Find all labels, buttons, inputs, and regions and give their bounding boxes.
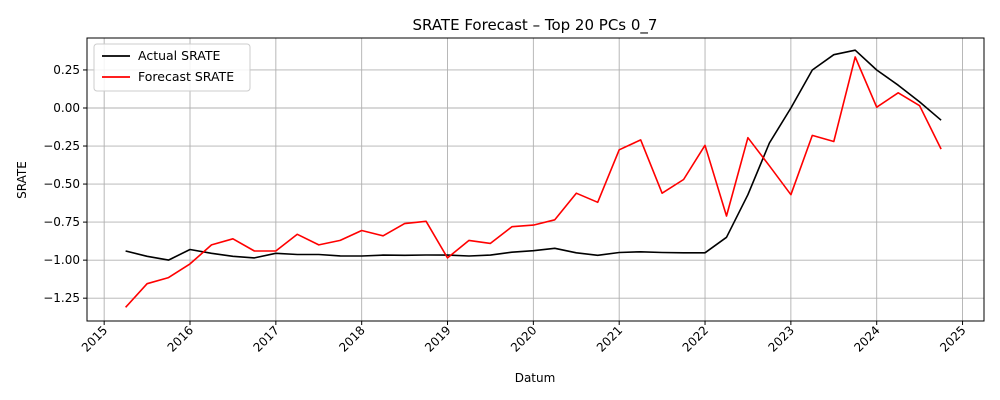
plot-frame (86, 37, 985, 322)
legend-label-actual: Actual SRATE (138, 48, 220, 63)
y-tick-label: 0.25 (53, 63, 80, 77)
y-axis-label: SRATE (15, 161, 29, 199)
chart-title: SRATE Forecast – Top 20 PCs 0_7 (413, 16, 658, 35)
y-tick-label: −0.50 (43, 177, 80, 191)
legend-label-forecast: Forecast SRATE (138, 69, 234, 84)
legend-box (93, 43, 251, 92)
y-tick-label: 0.00 (53, 101, 80, 115)
y-tick-label: −0.75 (43, 215, 80, 229)
y-tick-label: −1.25 (43, 291, 80, 305)
y-tick-label: −0.25 (43, 139, 80, 153)
x-axis-label: Datum (515, 371, 556, 385)
series-line-actual (125, 49, 942, 261)
y-tick-label: −1.00 (43, 253, 80, 267)
legend: Actual SRATE Forecast SRATE (93, 43, 251, 92)
series-line-forecast (125, 56, 942, 308)
series-layer (125, 49, 942, 308)
